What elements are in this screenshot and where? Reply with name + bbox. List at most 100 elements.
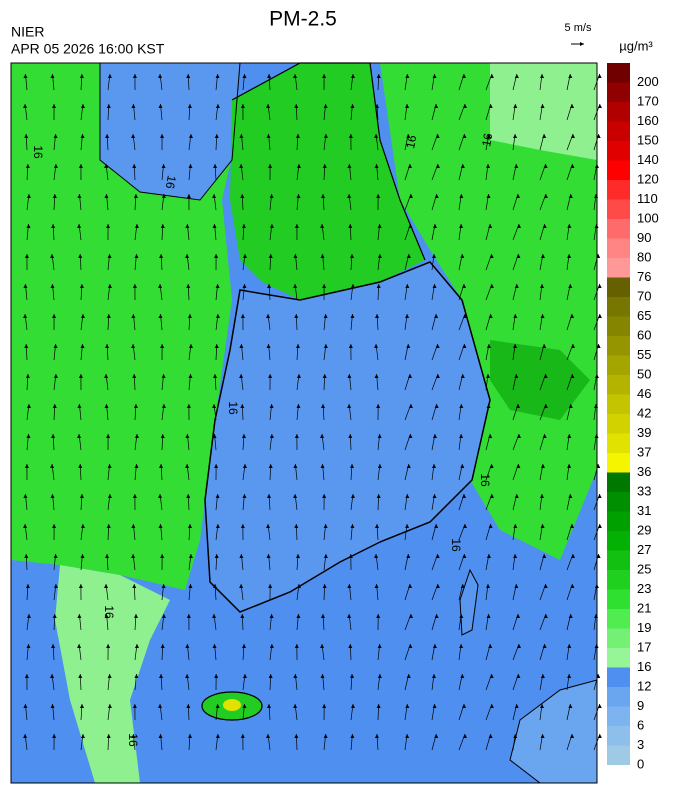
wind-arrow-head — [598, 704, 602, 708]
colorbar-segment — [607, 434, 630, 454]
colorbar-segment — [607, 648, 630, 668]
colorbar-label: 3 — [637, 737, 644, 752]
colorbar-label: 60 — [637, 327, 651, 342]
colorbar-label: 17 — [637, 639, 651, 654]
wind-scale-arrow-head — [580, 42, 584, 46]
colorbar-label: 80 — [637, 249, 651, 264]
colorbar-label: 16 — [637, 659, 651, 674]
colorbar-label: 39 — [637, 425, 651, 440]
colorbar-label: 110 — [637, 191, 658, 206]
title: PM-2.5 — [269, 8, 337, 31]
datetime: APR 05 2026 16:00 KST — [11, 41, 165, 57]
colorbar-segment — [607, 492, 630, 512]
colorbar-segment — [607, 356, 630, 376]
contour-label: 16 — [126, 733, 140, 747]
colorbar-segment — [607, 63, 630, 83]
colorbar-segment — [607, 122, 630, 142]
jeju-core — [223, 699, 241, 711]
colorbar-label: 46 — [637, 386, 651, 401]
colorbar-segment — [607, 726, 630, 746]
colorbar-label: 33 — [637, 483, 651, 498]
colorbar-segment — [607, 200, 630, 220]
colorbar-label: 9 — [637, 698, 644, 713]
wind-arrow-head — [598, 524, 602, 528]
wind-arrow-head — [598, 74, 602, 78]
colorbar-segment — [607, 570, 630, 590]
colorbar-segment — [607, 336, 630, 356]
colorbar-label: 55 — [637, 347, 651, 362]
contour-label: 16 — [403, 134, 419, 150]
colorbar-segment — [607, 629, 630, 649]
colorbar-label: 65 — [637, 308, 651, 323]
colorbar-label: 150 — [637, 132, 659, 147]
colorbar-label: 200 — [637, 74, 659, 89]
colorbar-segment — [607, 531, 630, 551]
colorbar-label: 0 — [637, 756, 644, 771]
colorbar-segment — [607, 102, 630, 122]
colorbar-label: 6 — [637, 717, 644, 732]
colorbar-label: 160 — [637, 113, 659, 128]
colorbar-segment — [607, 687, 630, 707]
colorbar-label: 42 — [637, 405, 651, 420]
colorbar-segment — [607, 317, 630, 337]
colorbar-label: 27 — [637, 542, 651, 557]
colorbar-label: 21 — [637, 600, 651, 615]
colorbar-segment — [607, 258, 630, 278]
contour-label: 16 — [163, 174, 179, 190]
colorbar-label: 120 — [637, 171, 659, 186]
colorbar-segment — [607, 395, 630, 415]
wind-arrow-head — [598, 314, 602, 318]
colorbar-segment — [607, 161, 630, 181]
colorbar: 0369121617192123252729313336373942465055… — [607, 63, 659, 771]
colorbar-segment — [607, 219, 630, 239]
colorbar-label: 19 — [637, 620, 651, 635]
colorbar-segment — [607, 297, 630, 317]
colorbar-segment — [607, 83, 630, 103]
map: 16 16 16 16 16 16 16 16 16 — [11, 63, 602, 783]
wind-arrow-head — [598, 284, 602, 288]
contour-label: 16 — [478, 473, 492, 487]
colorbar-label: 140 — [637, 152, 659, 167]
colorbar-label: 29 — [637, 522, 651, 537]
wind-arrow-head — [598, 104, 602, 108]
contour-label: 16 — [31, 145, 45, 159]
colorbar-label: 25 — [637, 561, 651, 576]
colorbar-label: 50 — [637, 366, 651, 381]
colorbar-segment — [607, 707, 630, 727]
wind-scale-label: 5 m/s — [565, 22, 592, 34]
colorbar-label: 12 — [637, 678, 651, 693]
colorbar-segment — [607, 590, 630, 610]
colorbar-segment — [607, 453, 630, 473]
colorbar-label: 76 — [637, 269, 651, 284]
wind-arrow-head — [598, 494, 602, 498]
agency: NIER — [11, 24, 44, 40]
colorbar-segment — [607, 746, 630, 766]
colorbar-label: 70 — [637, 288, 651, 303]
contour-label: 16 — [479, 132, 495, 148]
colorbar-label: 170 — [637, 93, 659, 108]
colorbar-label: 90 — [637, 230, 651, 245]
colorbar-segment — [607, 278, 630, 298]
colorbar-segment — [607, 609, 630, 629]
colorbar-label: 36 — [637, 464, 651, 479]
unit: µg/m³ — [619, 38, 653, 53]
colorbar-segment — [607, 414, 630, 434]
colorbar-label: 100 — [637, 210, 659, 225]
colorbar-segment — [607, 668, 630, 688]
colorbar-segment — [607, 375, 630, 395]
wind-arrow-head — [598, 734, 602, 738]
colorbar-segment — [607, 239, 630, 259]
colorbar-label: 23 — [637, 581, 651, 596]
colorbar-label: 37 — [637, 444, 651, 459]
colorbar-segment — [607, 180, 630, 200]
colorbar-segment — [607, 512, 630, 532]
contour-label: 16 — [226, 401, 240, 415]
colorbar-label: 31 — [637, 503, 651, 518]
contour-label: 16 — [449, 538, 463, 552]
colorbar-segment — [607, 551, 630, 571]
colorbar-segment — [607, 141, 630, 161]
contour-label: 16 — [102, 605, 116, 619]
colorbar-segment — [607, 473, 630, 493]
